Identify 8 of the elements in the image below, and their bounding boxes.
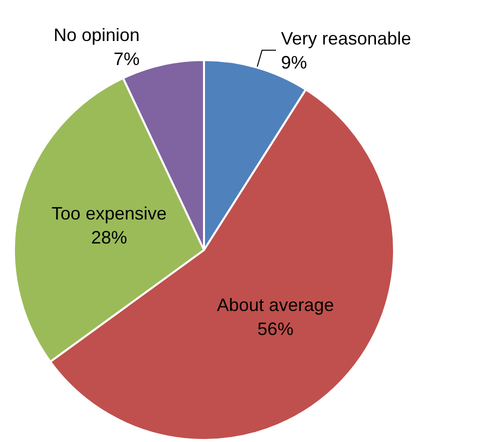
slice-label: No opinion — [54, 25, 140, 46]
slice-label: Too expensive — [52, 204, 167, 224]
data-label: 9% — [281, 52, 308, 72]
data-label: 56% — [257, 319, 294, 340]
data-label: 7% — [114, 49, 140, 70]
slice-label: Very reasonable — [281, 28, 412, 48]
data-label: 28% — [91, 228, 128, 248]
slice-label: About average — [216, 295, 334, 316]
